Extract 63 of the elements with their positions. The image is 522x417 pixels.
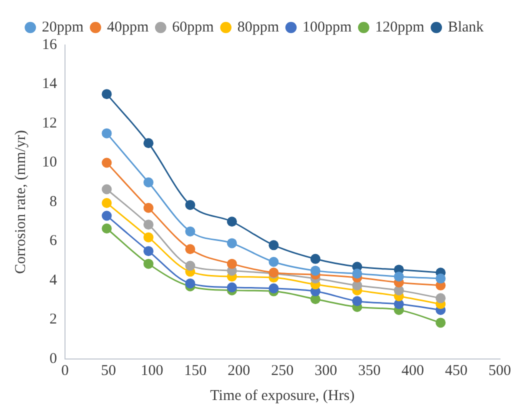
point (102, 158, 112, 168)
point (143, 138, 154, 148)
legend-label: 100ppm (302, 19, 352, 36)
point (310, 254, 320, 264)
point (226, 216, 237, 227)
y-tick-label: 14 (42, 76, 58, 92)
x-axis-title: Time of exposure, (Hrs) (210, 388, 355, 404)
legend-label: 20ppm (42, 19, 84, 36)
x-tick-label: 100 (140, 362, 164, 379)
point (143, 258, 154, 269)
point (436, 293, 446, 304)
legend-label: 60ppm (172, 19, 214, 36)
x-tick-label: 450 (445, 362, 468, 379)
point (352, 268, 362, 279)
point (143, 220, 154, 230)
x-tick-label: 50 (100, 362, 116, 379)
y-tick-label: 4 (50, 272, 58, 288)
point (143, 246, 154, 256)
point (394, 272, 404, 282)
legend-label: 40ppm (107, 19, 149, 36)
y-tick-label: 2 (50, 312, 57, 328)
point (102, 223, 112, 234)
point (226, 282, 237, 292)
x-tick-label: 250 (271, 362, 294, 379)
x-tick-label: 350 (358, 362, 381, 379)
point (143, 232, 154, 242)
x-tick-label: 500 (488, 362, 511, 379)
point (185, 244, 196, 254)
y-tick-label: 12 (42, 115, 57, 132)
point (185, 260, 196, 271)
point (226, 238, 237, 248)
y-tick-label: 8 (50, 194, 57, 210)
x-tick-label: 300 (314, 362, 338, 379)
point (352, 296, 362, 306)
point (436, 274, 446, 284)
point (102, 198, 112, 208)
y-tick-label: 16 (42, 36, 58, 53)
y-axis-title: Corrosion rate, (mm/yr) (12, 130, 29, 274)
point (102, 184, 112, 194)
point (268, 256, 279, 267)
y-tick-label: 10 (42, 154, 57, 171)
point (102, 210, 112, 221)
x-tick-label: 0 (61, 362, 69, 379)
y-tick-label: 6 (50, 233, 58, 250)
x-tick-label: 400 (402, 362, 424, 379)
point (226, 258, 237, 269)
legend-label: Blank (448, 19, 484, 36)
x-tick-label: 150 (184, 362, 207, 379)
point (102, 89, 112, 100)
point (268, 283, 279, 294)
point (310, 266, 320, 276)
point (185, 278, 196, 288)
point (102, 128, 112, 138)
point (185, 226, 196, 236)
x-tick-label: 200 (228, 362, 250, 379)
point (185, 200, 196, 210)
y-tick-label: 0 (50, 350, 57, 367)
point (143, 202, 154, 213)
point (436, 318, 446, 328)
legend-label: 80ppm (237, 19, 280, 36)
point (268, 240, 279, 250)
point (143, 177, 154, 188)
legend-label: 120ppm (375, 19, 425, 36)
